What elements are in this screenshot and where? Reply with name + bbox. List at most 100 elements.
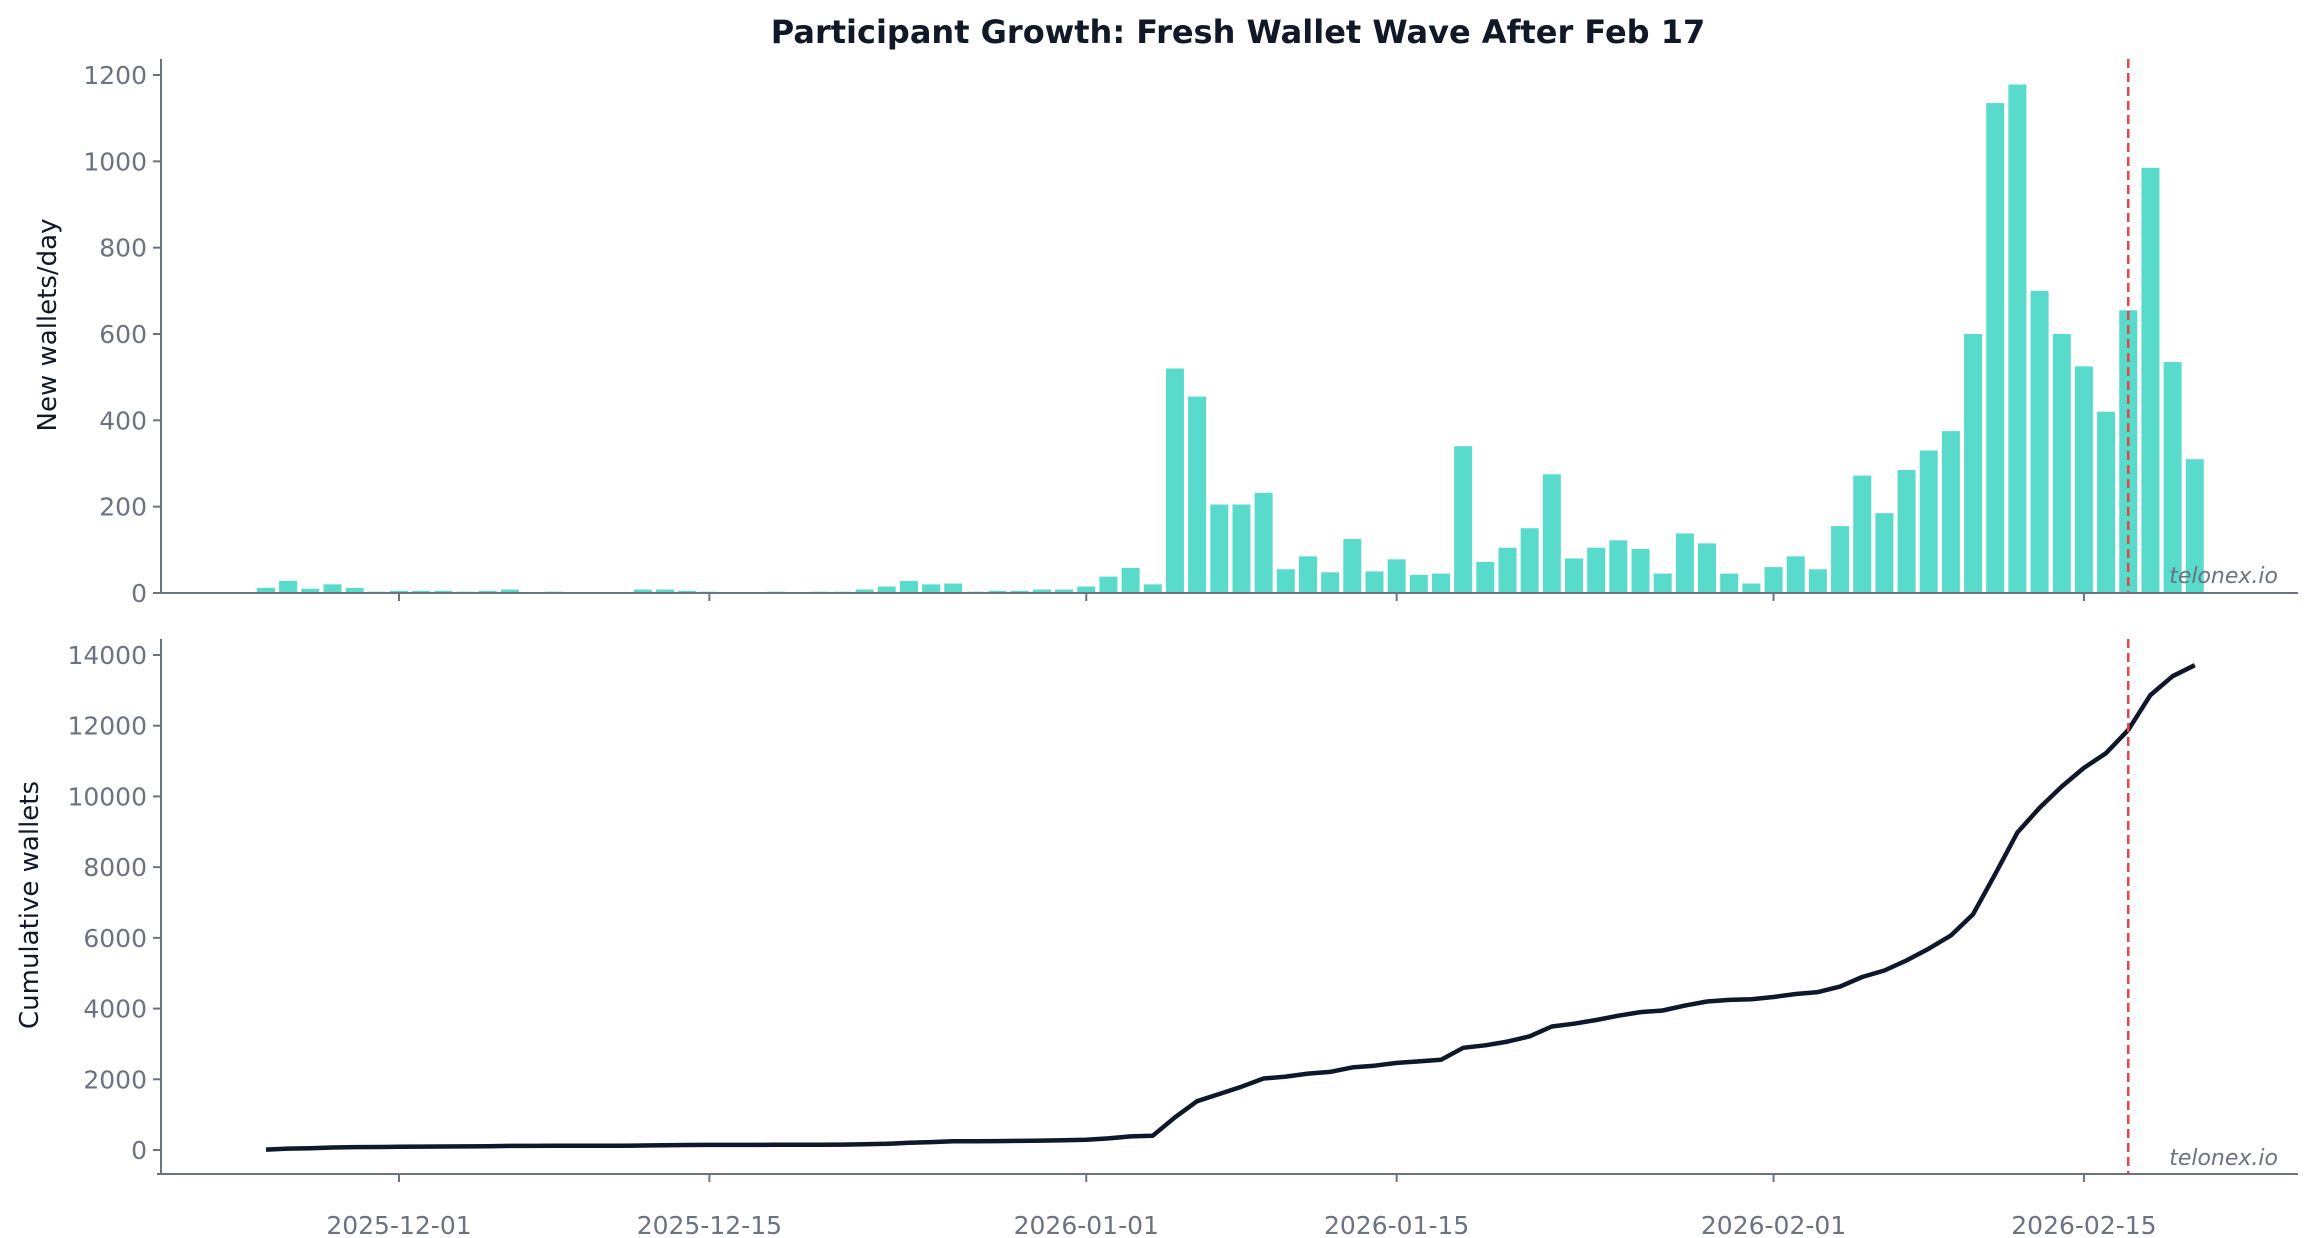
top-y-tick-label: 200 (99, 493, 147, 522)
bar (323, 584, 342, 593)
bar (1431, 573, 1450, 593)
bar (633, 589, 652, 593)
bar (2074, 366, 2093, 593)
bar (301, 588, 320, 593)
daily-new-wallets-panel: 0 200 400 600 800 1000 1200 (83, 59, 2298, 608)
bar (1675, 533, 1694, 593)
cumulative-wallets-panel: 0 2000 4000 6000 8000 10000 12000 14000 2025-12-… (67, 639, 2298, 1238)
bottom-x-tick-label: 2026-01-15 (1324, 1211, 1469, 1238)
bar (345, 587, 364, 593)
bar (1631, 548, 1650, 593)
bar (1919, 450, 1938, 593)
bar (1121, 567, 1140, 593)
bottom-y-tick-label: 12000 (67, 712, 147, 741)
bar (500, 589, 519, 593)
top-y-tick-label: 1200 (83, 61, 147, 90)
bottom-y-tick-label: 6000 (83, 924, 147, 953)
bar (1321, 572, 1340, 593)
bar (1609, 540, 1628, 593)
bar (988, 590, 1007, 593)
bar (1143, 584, 1162, 593)
bar (1298, 556, 1317, 593)
bar (1964, 334, 1983, 593)
bottom-x-tick-label: 2026-02-01 (1701, 1211, 1846, 1238)
bar (412, 590, 431, 593)
top-y-tick-label: 1000 (83, 147, 147, 176)
bar (1808, 569, 1827, 593)
bottom-y-tick-label: 0 (131, 1136, 147, 1165)
bar (1565, 558, 1584, 593)
bar (434, 590, 453, 593)
bar (2185, 459, 2204, 593)
bar (1698, 543, 1717, 593)
bar (1853, 475, 1872, 593)
top-y-tick-label: 0 (131, 579, 147, 608)
bar (1165, 368, 1184, 593)
bar (1986, 103, 2005, 593)
bar (2008, 84, 2027, 593)
bottom-y-tick-label: 2000 (83, 1065, 147, 1094)
chart-title: Participant Growth: Fresh Wallet Wave Af… (771, 13, 1706, 51)
bar (1764, 567, 1783, 593)
bar (1831, 526, 1850, 593)
bar (1941, 431, 1960, 593)
bottom-y-tick-label: 4000 (83, 995, 147, 1024)
bar (390, 590, 408, 593)
bar (1343, 539, 1362, 593)
bottom-x-tick-label: 2026-02-15 (2011, 1211, 2156, 1238)
bar (256, 587, 275, 593)
bottom-y-axis-label: Cumulative wallets (15, 781, 45, 1029)
bottom-x-tick-label: 2025-12-15 (637, 1211, 782, 1238)
bar (1188, 396, 1207, 593)
top-y-tick-label: 600 (99, 320, 147, 349)
bottom-x-tick-label: 2025-12-01 (326, 1211, 471, 1238)
bottom-watermark: telonex.io (2169, 1146, 2278, 1171)
bar (2141, 167, 2160, 593)
bar (1742, 583, 1761, 593)
bar (1055, 589, 1074, 593)
bar (1210, 504, 1229, 593)
bar (1232, 504, 1251, 593)
bar (1276, 569, 1295, 593)
bar (1520, 528, 1539, 593)
bar (1454, 446, 1473, 593)
bar (855, 589, 874, 593)
bar (1498, 547, 1517, 593)
bar (1409, 574, 1428, 593)
bar (1254, 492, 1273, 593)
cumulative-line (265, 663, 2196, 1152)
bar (1032, 589, 1051, 593)
bar (678, 590, 697, 593)
bar (2030, 290, 2049, 593)
bar (1720, 573, 1739, 593)
top-y-tick-label: 800 (99, 234, 147, 263)
bar (1653, 573, 1672, 593)
bar (1077, 586, 1096, 593)
bar (944, 583, 963, 593)
bottom-y-tick-label: 10000 (67, 782, 147, 811)
bottom-x-tick-label: 2026-01-01 (1014, 1211, 1159, 1238)
bar (1387, 559, 1406, 593)
bar (877, 586, 896, 593)
bar (2163, 362, 2182, 593)
bar (899, 580, 918, 593)
bar (1897, 469, 1916, 593)
top-y-tick-label: 400 (99, 406, 147, 435)
bar (1476, 561, 1495, 593)
bar (279, 580, 298, 593)
bar (2097, 411, 2116, 593)
bar (1542, 474, 1561, 593)
bar (1875, 513, 1894, 593)
bar (478, 590, 497, 593)
top-watermark: telonex.io (2169, 564, 2278, 589)
top-y-axis-label: New wallets/day (33, 219, 63, 432)
bottom-y-tick-label: 8000 (83, 853, 147, 882)
bar (922, 584, 941, 593)
bar (2052, 334, 2071, 593)
bar (1587, 547, 1606, 593)
bottom-y-tick-label: 14000 (67, 641, 147, 670)
bar (656, 589, 675, 593)
bar (1786, 556, 1805, 593)
bar (1099, 576, 1118, 593)
